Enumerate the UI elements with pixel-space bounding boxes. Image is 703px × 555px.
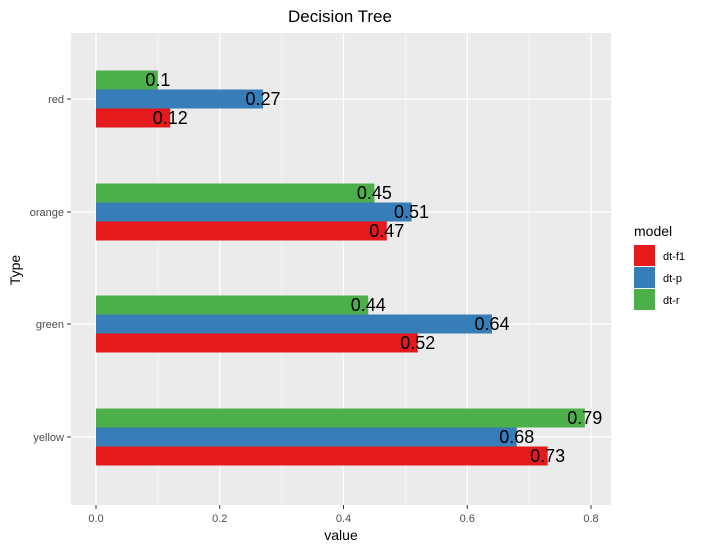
data-label-yellow-dt-p: 0.68 bbox=[499, 427, 534, 447]
data-labels: 0.12 0.27 0.1 0.470.510.45 0.52 0.64 0.44 0.730… bbox=[145, 70, 602, 466]
data-label-red-dt-f1: 0.12 bbox=[153, 108, 188, 128]
data-label-orange-dt-f1: 0.47 bbox=[369, 221, 404, 241]
bar-green-dt-p bbox=[96, 314, 492, 334]
data-label-green-dt-r: 0.44 bbox=[351, 295, 386, 315]
legend-key-dt-r bbox=[634, 289, 655, 310]
y-tick-label-orange: orange bbox=[30, 207, 64, 219]
data-label-orange-dt-p: 0.51 bbox=[394, 202, 429, 222]
x-tick-label: 0.0 bbox=[88, 513, 103, 525]
legend-label-dt-r: dt-r bbox=[663, 295, 680, 307]
data-label-yellow-dt-r: 0.79 bbox=[567, 408, 602, 428]
x-axis-title: value bbox=[324, 527, 358, 543]
legend: model dt-f1 dt-p dt-r bbox=[634, 223, 685, 310]
bar-orange-dt-p bbox=[96, 202, 412, 222]
chart-title: Decision Tree bbox=[288, 7, 392, 26]
y-tick-label-red: red bbox=[48, 94, 64, 106]
bars bbox=[96, 70, 585, 466]
bar-orange-dt-r bbox=[96, 183, 375, 203]
legend-label-dt-p: dt-p bbox=[663, 273, 682, 285]
y-axis-title: Type bbox=[7, 255, 23, 286]
legend-key-dt-p bbox=[634, 267, 655, 288]
legend-title: model bbox=[634, 223, 672, 239]
x-tick-label: 0.6 bbox=[460, 513, 475, 525]
bar-green-dt-r bbox=[96, 295, 369, 315]
data-label-yellow-dt-f1: 0.73 bbox=[530, 446, 565, 466]
bar-green-dt-f1 bbox=[96, 333, 418, 353]
x-tick-label: 0.4 bbox=[336, 513, 351, 525]
bar-red-dt-r bbox=[96, 70, 158, 90]
bar-yellow-dt-p bbox=[96, 427, 517, 447]
bar-yellow-dt-f1 bbox=[96, 446, 548, 466]
legend-label-dt-f1: dt-f1 bbox=[663, 251, 685, 263]
bar-red-dt-f1 bbox=[96, 108, 171, 128]
x-axis: 0.0 0.2 0.4 0.6 0.8 bbox=[88, 505, 599, 525]
data-label-green-dt-p: 0.64 bbox=[474, 314, 509, 334]
x-tick-label: 0.8 bbox=[583, 513, 598, 525]
data-label-red-dt-p: 0.27 bbox=[246, 89, 281, 109]
bar-orange-dt-f1 bbox=[96, 221, 387, 241]
data-label-red-dt-r: 0.1 bbox=[145, 70, 170, 90]
y-tick-label-yellow: yellow bbox=[33, 432, 64, 444]
data-label-orange-dt-r: 0.45 bbox=[357, 183, 392, 203]
x-tick-label: 0.2 bbox=[212, 513, 227, 525]
y-tick-label-green: green bbox=[36, 319, 64, 331]
bar-red-dt-p bbox=[96, 89, 264, 109]
y-axis: red orange green yellow bbox=[30, 94, 71, 444]
data-label-green-dt-f1: 0.52 bbox=[400, 333, 435, 353]
bar-yellow-dt-r bbox=[96, 408, 585, 428]
legend-key-dt-f1 bbox=[634, 245, 655, 266]
